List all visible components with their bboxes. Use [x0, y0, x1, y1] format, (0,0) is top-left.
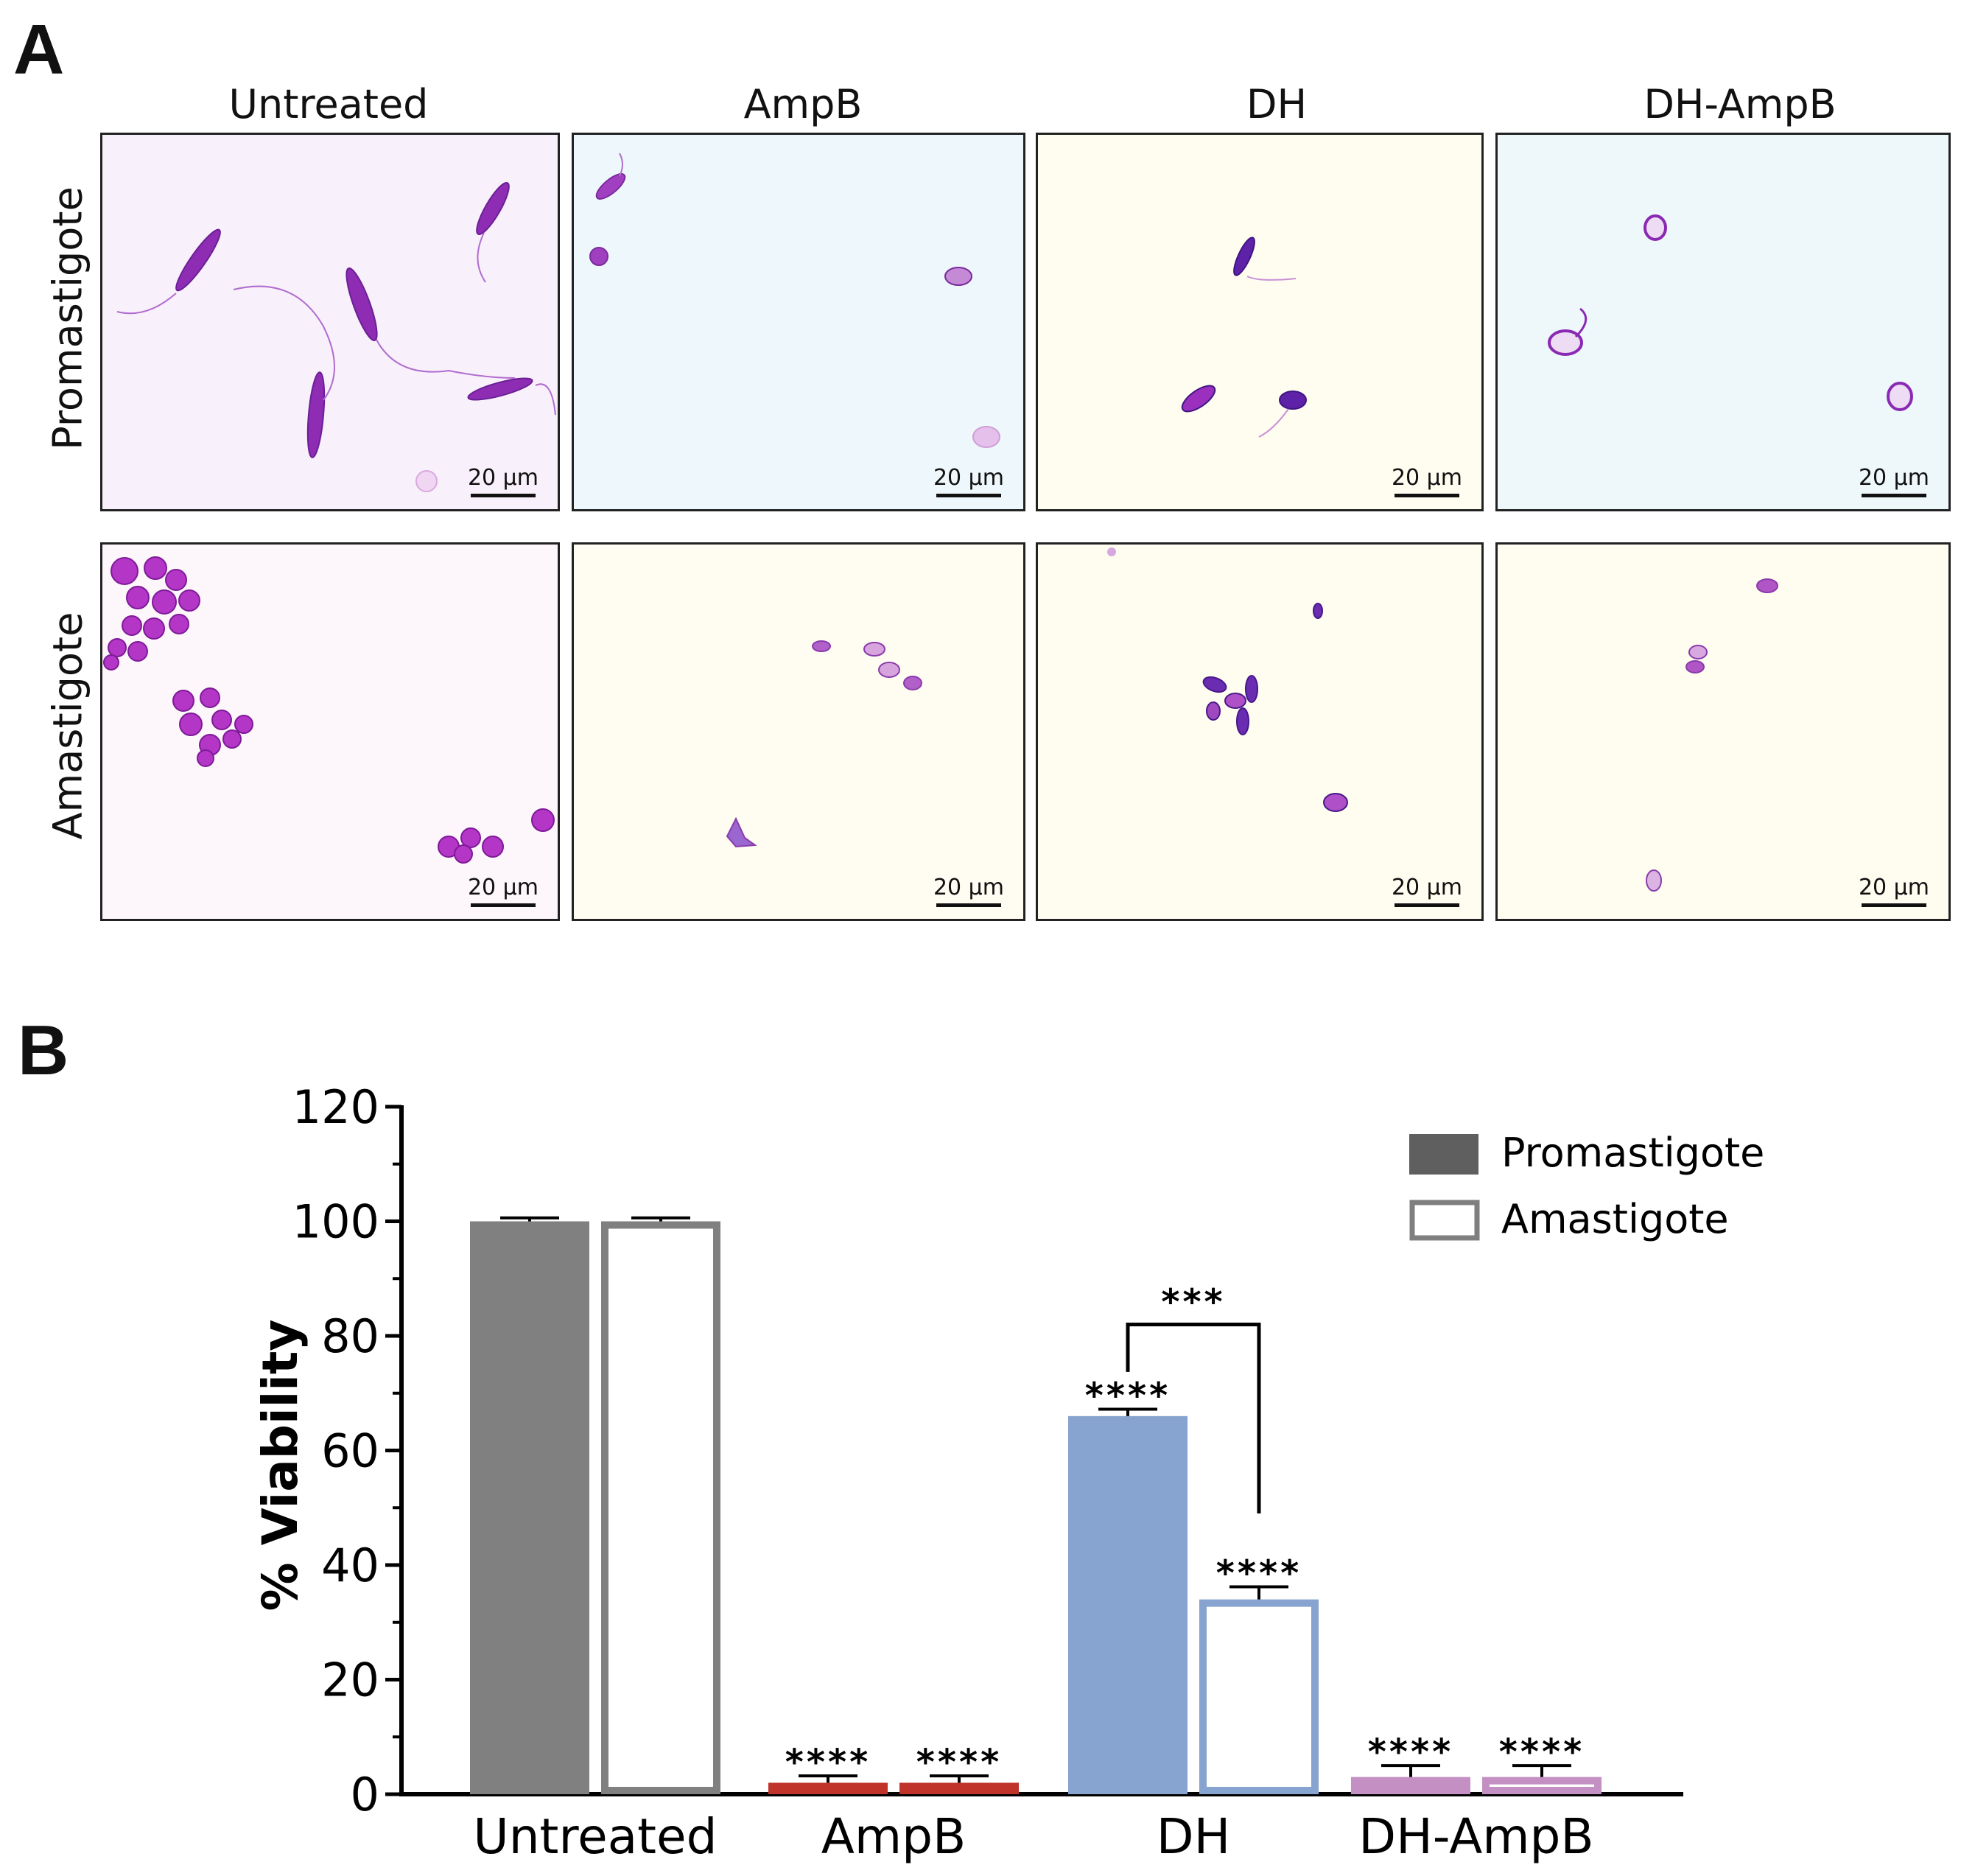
significance-label: ****	[1499, 1732, 1585, 1773]
micrograph-amastigote-dh: 20 µm	[1036, 542, 1484, 921]
promastigote-cells	[1548, 214, 1913, 411]
x-tick-label: AmpB	[821, 1808, 967, 1865]
annotations: **** **************** *******	[785, 1281, 1585, 1783]
y-tick-label: 60	[321, 1424, 379, 1478]
x-tick-label: DH	[1157, 1808, 1230, 1865]
bar	[1199, 1599, 1319, 1795]
amastigote-cells	[1107, 547, 1348, 812]
scale-bar: 20 µm	[1392, 467, 1462, 497]
bar	[768, 1782, 888, 1794]
bar	[1351, 1777, 1470, 1794]
amastigote-cells	[1646, 578, 1778, 892]
y-axis-label: % Viability	[252, 1320, 309, 1611]
significance-label: ****	[916, 1742, 1002, 1783]
column-header-untreated: Untreated	[228, 81, 429, 127]
axes: 0 20 40 60 80 100 120 % Viability Untreated AmpB D…	[252, 1080, 1683, 1865]
bar	[899, 1782, 1019, 1794]
panel-a-label: A	[13, 10, 65, 89]
x-tick-label: DH-AmpB	[1358, 1808, 1593, 1865]
amastigote-cells	[726, 640, 922, 848]
legend-swatch-amastigote	[1409, 1200, 1480, 1241]
bar	[1068, 1415, 1188, 1794]
y-tick-label: 20	[321, 1653, 379, 1707]
legend: Promastigote Amastigote	[1409, 1130, 1764, 1242]
micrograph-amastigote-ampb: 20 µm	[572, 542, 1025, 921]
y-tick-label: 0	[351, 1768, 379, 1821]
promastigote-cells	[589, 153, 1000, 448]
scale-bar: 20 µm	[933, 877, 1004, 907]
bar	[601, 1221, 720, 1794]
scale-bar: 20 µm	[933, 467, 1004, 497]
column-header-dh: DH	[1246, 81, 1308, 127]
viability-bar-chart: 0 20 40 60 80 100 120 % Viability Untreated AmpB D…	[252, 1080, 1764, 1865]
y-tick-label: 120	[292, 1080, 379, 1134]
promastigote-cells	[1181, 237, 1307, 438]
micrograph-amastigote-dh-ampb: 20 µm	[1495, 542, 1951, 921]
micrograph-amastigote-untreated: 20 µm	[100, 542, 560, 921]
column-header-dh-ampb: DH-AmpB	[1643, 81, 1837, 127]
significance-label: ****	[1085, 1376, 1171, 1417]
micrograph-promastigote-ampb: 20 µm	[572, 133, 1025, 511]
scale-bar: 20 µm	[1859, 467, 1929, 497]
y-tick-label: 80	[321, 1309, 379, 1363]
legend-label-amastigote: Amastigote	[1501, 1196, 1729, 1242]
scale-bar: 20 µm	[468, 467, 539, 497]
promastigote-cells	[116, 181, 556, 492]
bar	[470, 1221, 589, 1794]
amastigote-cells	[103, 556, 555, 864]
scale-bar: 20 µm	[1859, 877, 1929, 907]
scale-bar: 20 µm	[468, 877, 539, 907]
significance-label: ****	[785, 1742, 871, 1783]
panel-b-label: B	[18, 1011, 69, 1090]
y-tick-label: 100	[292, 1195, 379, 1249]
row-header-amastigote: Amastigote	[44, 612, 91, 840]
bracket-label: ***	[1161, 1281, 1225, 1323]
bar	[1482, 1777, 1602, 1794]
micrograph-promastigote-untreated: 20 µm	[100, 133, 560, 511]
scale-bar: 20 µm	[1392, 877, 1462, 907]
bars	[470, 1216, 1602, 1795]
significance-label: ****	[1216, 1553, 1302, 1595]
significance-label: ****	[1368, 1732, 1453, 1773]
micrograph-promastigote-dh-ampb: 20 µm	[1495, 133, 1951, 511]
legend-swatch-promastigote	[1409, 1134, 1478, 1175]
row-header-promastigote: Promastigote	[44, 186, 91, 450]
x-tick-label: Untreated	[473, 1808, 717, 1865]
significance-bracket	[1126, 1322, 1261, 1514]
legend-label-promastigote: Promastigote	[1501, 1130, 1764, 1176]
y-tick-label: 40	[321, 1539, 379, 1592]
column-header-ampb: AmpB	[743, 81, 863, 127]
micrograph-promastigote-dh: 20 µm	[1036, 133, 1484, 511]
